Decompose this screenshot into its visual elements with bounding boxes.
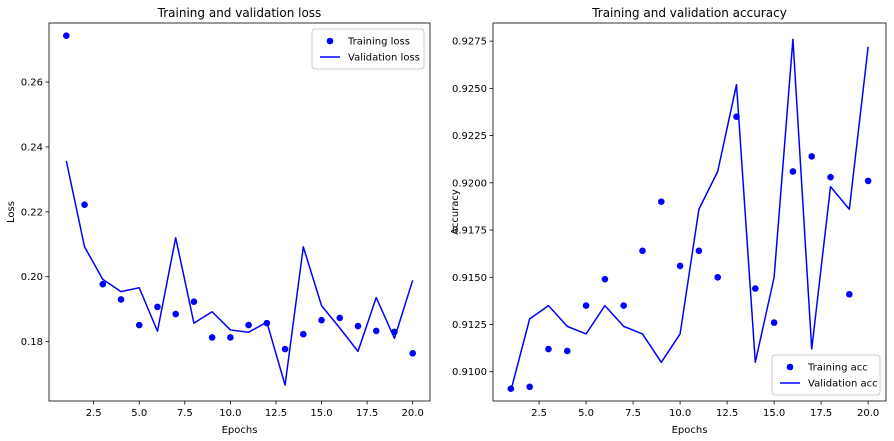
data-point-training-loss bbox=[117, 296, 125, 303]
accuracy-chart: 2.5 5.0 7.5 10.0 12.5 15.0 17.5 20.0 0.9100 0.912… bbox=[450, 6, 887, 436]
legend-box bbox=[311, 28, 425, 70]
y-tick-label: 0.9200 bbox=[452, 178, 487, 189]
data-point-training-acc bbox=[827, 173, 834, 181]
data-point-training-loss bbox=[227, 334, 234, 341]
y-tick-label: 0.24 bbox=[21, 142, 43, 153]
data-point-training-acc bbox=[808, 153, 816, 160]
data-point-training-loss bbox=[409, 350, 416, 357]
data-point-training-loss bbox=[208, 334, 216, 341]
legend: Training acc Validation acc bbox=[771, 354, 881, 396]
data-point-training-acc bbox=[770, 319, 778, 326]
data-point-training-acc bbox=[582, 302, 590, 309]
data-point-training-loss bbox=[372, 327, 380, 335]
x-tick-label: 10.0 bbox=[219, 408, 241, 419]
x-axis-label: Epochs bbox=[672, 425, 708, 436]
data-point-training-loss bbox=[336, 314, 344, 322]
legend-label: Validation loss bbox=[348, 53, 420, 64]
x-tick-label: 10.0 bbox=[669, 408, 691, 419]
data-point-training-acc bbox=[601, 275, 609, 283]
data-point-training-acc bbox=[752, 285, 759, 292]
y-axis-label: Loss bbox=[6, 201, 17, 223]
legend-box bbox=[771, 354, 881, 396]
data-point-training-acc bbox=[714, 273, 722, 281]
x-tick-label: 7.5 bbox=[177, 408, 193, 419]
x-tick-label: 17.5 bbox=[356, 408, 378, 419]
data-point-training-acc bbox=[846, 290, 853, 298]
y-tick-label: 0.9100 bbox=[452, 367, 487, 378]
y-tick-label: 0.20 bbox=[21, 272, 43, 283]
data-point-training-loss bbox=[63, 32, 70, 39]
data-point-training-acc bbox=[676, 262, 684, 270]
x-tick-label: 15.0 bbox=[763, 408, 785, 419]
x-tick-label: 15.0 bbox=[310, 408, 332, 419]
data-point-training-acc bbox=[563, 347, 571, 355]
x-tick-label: 12.5 bbox=[265, 408, 287, 419]
chart-title: Training and validation loss bbox=[157, 6, 322, 20]
y-axis-label: Accuracy bbox=[450, 189, 461, 235]
plot-area bbox=[48, 22, 431, 402]
y-tick-label: 0.9175 bbox=[452, 226, 487, 237]
data-point-training-acc bbox=[695, 247, 703, 255]
data-point-training-loss bbox=[154, 303, 161, 311]
x-tick-label: 12.5 bbox=[716, 408, 738, 419]
y-tick-label: 0.26 bbox=[21, 78, 43, 89]
data-point-training-loss bbox=[190, 298, 198, 306]
y-tick-label: 0.9125 bbox=[452, 320, 487, 331]
chart-title: Training and validation accuracy bbox=[591, 6, 787, 20]
x-tick-label: 5.0 bbox=[131, 408, 147, 419]
x-tick-label: 20.0 bbox=[857, 408, 879, 419]
y-tick-label: 0.22 bbox=[21, 207, 43, 218]
y-tick-label: 0.9150 bbox=[452, 273, 487, 284]
data-point-training-loss bbox=[81, 201, 88, 208]
y-tick-label: 0.9225 bbox=[452, 131, 487, 142]
legend-label: Training loss bbox=[347, 37, 410, 48]
y-tick-label: 0.18 bbox=[21, 337, 43, 348]
data-point-training-loss bbox=[281, 345, 289, 353]
data-point-training-loss bbox=[354, 322, 362, 330]
data-point-training-acc bbox=[657, 198, 665, 206]
y-tick-label: 0.9250 bbox=[452, 84, 487, 95]
data-point-training-loss bbox=[99, 280, 107, 288]
legend-point-marker bbox=[326, 37, 334, 45]
data-point-training-acc bbox=[864, 177, 872, 185]
x-tick-label: 17.5 bbox=[810, 408, 832, 419]
legend-point-marker bbox=[786, 363, 794, 371]
data-point-training-acc bbox=[789, 168, 797, 175]
x-tick-label: 7.5 bbox=[625, 408, 641, 419]
legend: Training loss Validation loss bbox=[311, 28, 425, 70]
data-point-training-acc bbox=[526, 383, 533, 391]
x-tick-label: 2.5 bbox=[531, 408, 547, 419]
x-tick-label: 20.0 bbox=[402, 408, 424, 419]
data-point-training-loss bbox=[318, 316, 325, 324]
y-tick-label: 0.9275 bbox=[452, 37, 487, 48]
data-point-training-acc bbox=[639, 247, 646, 255]
legend-label: Validation acc bbox=[808, 379, 878, 390]
x-axis-label: Epochs bbox=[222, 425, 258, 436]
legend-label: Training acc bbox=[807, 363, 868, 374]
x-tick-label: 5.0 bbox=[578, 408, 594, 419]
loss-chart: 2.5 5.0 7.5 10.0 12.5 15.0 17.5 20.0 0.18 0.20 0.2… bbox=[6, 6, 431, 436]
series-line-validation-acc bbox=[510, 38, 869, 391]
data-point-training-acc bbox=[620, 302, 627, 309]
data-point-training-loss bbox=[300, 330, 307, 338]
data-point-training-loss bbox=[172, 310, 179, 318]
x-tick-label: 2.5 bbox=[86, 408, 102, 419]
data-point-training-loss bbox=[245, 321, 252, 329]
series-line-validation-loss bbox=[65, 160, 414, 386]
plot-area bbox=[492, 22, 887, 402]
data-point-training-acc bbox=[545, 345, 552, 353]
data-point-training-loss bbox=[135, 321, 143, 329]
